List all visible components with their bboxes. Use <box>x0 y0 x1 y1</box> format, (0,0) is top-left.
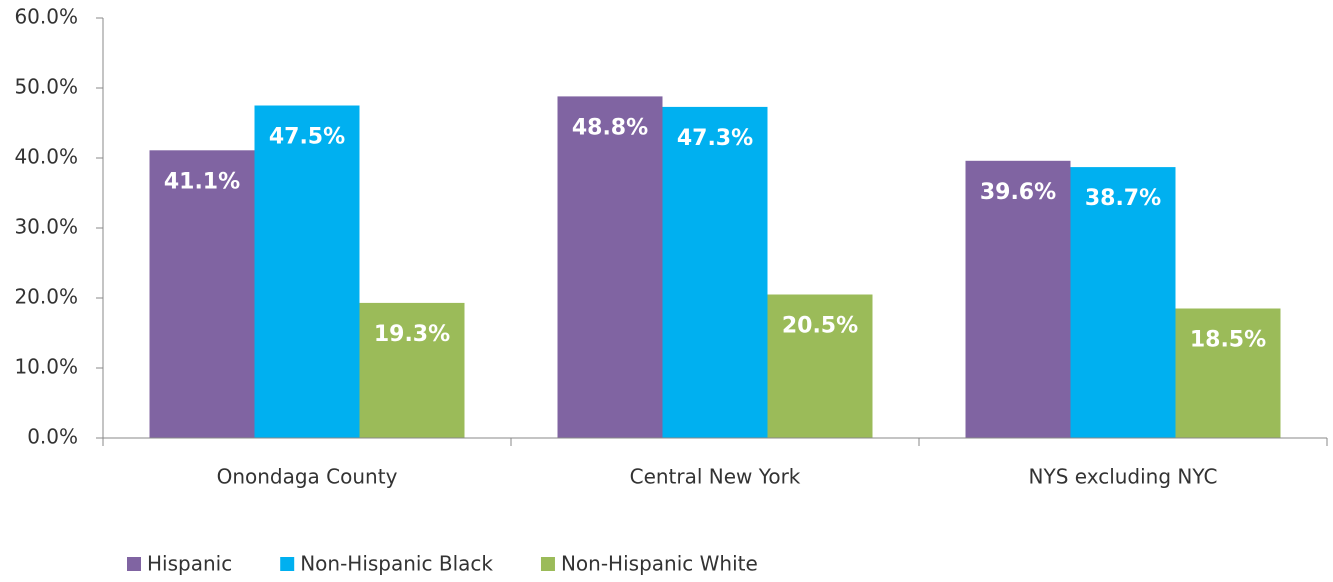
bar <box>557 96 663 439</box>
x-tick-label: Onondaga County <box>217 465 398 489</box>
x-tick-label: NYS excluding NYC <box>1029 465 1218 489</box>
legend-label: Hispanic <box>147 552 232 576</box>
value-label: 47.3% <box>677 126 753 151</box>
legend-swatch <box>280 557 295 571</box>
y-tick-label: 10.0% <box>14 355 78 379</box>
value-label: 19.3% <box>374 322 450 347</box>
x-tick-label: Central New York <box>630 465 801 489</box>
value-label: 38.7% <box>1085 186 1161 211</box>
value-label: 47.5% <box>269 125 345 150</box>
legend-swatch <box>540 557 555 571</box>
value-label: 41.1% <box>164 169 240 194</box>
bar <box>1070 167 1176 438</box>
y-tick-label: 30.0% <box>14 215 78 239</box>
bar <box>1175 308 1281 438</box>
bar <box>965 160 1071 439</box>
bar <box>359 302 465 438</box>
legend-label: Non-Hispanic White <box>561 552 758 576</box>
bar <box>149 150 255 439</box>
y-tick-label: 60.0% <box>14 5 78 29</box>
bar <box>662 106 768 439</box>
y-tick-label: 0.0% <box>27 425 78 449</box>
legend-label: Non-Hispanic Black <box>300 552 493 576</box>
legend-swatch <box>127 557 141 571</box>
bar <box>767 294 873 438</box>
bar <box>254 105 360 438</box>
value-label: 48.8% <box>572 115 648 140</box>
y-tick-label: 20.0% <box>14 285 78 309</box>
value-label: 39.6% <box>980 180 1056 205</box>
y-tick-label: 40.0% <box>14 145 78 169</box>
y-tick-label: 50.0% <box>14 75 78 99</box>
value-label: 20.5% <box>782 314 858 339</box>
value-label: 18.5% <box>1190 328 1266 353</box>
